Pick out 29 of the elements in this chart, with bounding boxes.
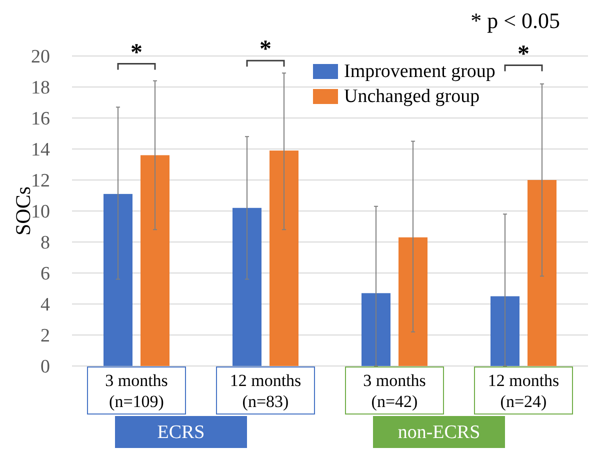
bar	[528, 180, 556, 366]
y-tick-label: 10	[31, 202, 50, 223]
text: non-ECRS	[398, 422, 480, 443]
x-tick-label: 12 months (n=83)	[230, 371, 302, 411]
y-tick-label: 0	[40, 356, 50, 378]
y-tick-label: 2	[40, 326, 50, 347]
y-tick-label: 6	[40, 264, 50, 285]
text: * p < 0.05	[470, 8, 560, 33]
y-tick-label: 18	[31, 78, 50, 99]
y-tick-label: 16	[31, 108, 50, 130]
annotation: *	[130, 40, 142, 66]
y-tick-label: 8	[40, 232, 50, 254]
legend-label: Improvement group	[344, 61, 496, 82]
legend-label: Unchanged group	[344, 86, 480, 107]
y-tick-label: 4	[40, 294, 50, 316]
y-tick-label: 14	[31, 140, 50, 161]
x-tick-label: 3 months (n=42)	[363, 371, 426, 411]
x-tick-label: 3 months (n=109)	[105, 371, 168, 411]
text: ECRS	[157, 422, 205, 443]
y-tick-label: 12	[31, 170, 50, 192]
bar	[140, 155, 170, 366]
x-tick-label: 12 months (n=24)	[488, 371, 560, 411]
y-tick-label: 20	[31, 46, 50, 68]
bar	[398, 237, 428, 366]
bar	[362, 293, 390, 366]
annotation: *	[260, 36, 272, 63]
annotation: *	[518, 41, 530, 68]
bar	[270, 150, 298, 366]
bar	[490, 296, 520, 366]
